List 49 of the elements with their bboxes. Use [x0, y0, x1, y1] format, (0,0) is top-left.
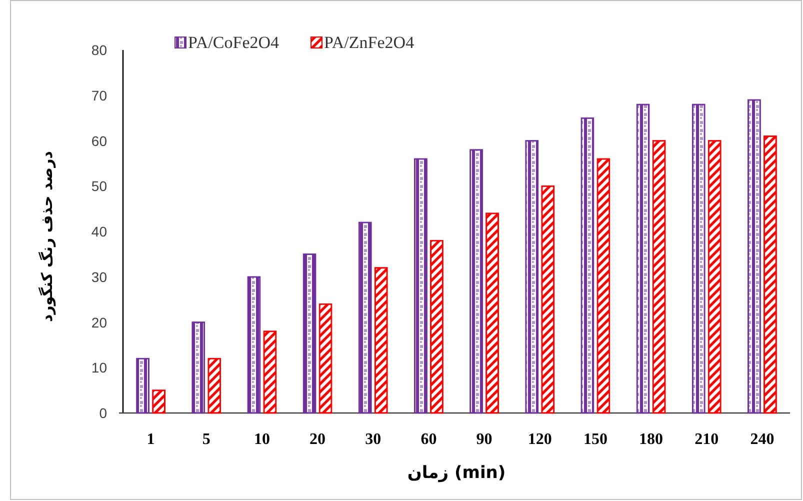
bar — [152, 390, 166, 414]
x-tick-label: 1 — [146, 431, 155, 448]
bar — [318, 303, 332, 414]
y-tick-label: 50 — [91, 178, 108, 194]
legend-label: PA/ZnFe2O4 — [324, 33, 415, 52]
x-tick-label: 150 — [583, 431, 608, 448]
x-tick-label: 10 — [254, 431, 270, 448]
y-tick-label: 70 — [91, 87, 108, 104]
x-axis-title: زمان (min) — [407, 463, 506, 483]
bar — [541, 185, 555, 414]
y-tick-label: 30 — [91, 268, 108, 285]
bar — [470, 149, 483, 414]
bar — [430, 240, 444, 414]
bar — [136, 358, 150, 414]
x-tick-label: 90 — [476, 431, 492, 448]
bar — [596, 158, 610, 414]
y-tick-label: 40 — [91, 224, 108, 240]
x-tick-label: 60 — [420, 431, 437, 448]
bar — [748, 99, 761, 414]
bar — [580, 117, 594, 414]
bar — [764, 136, 777, 414]
y-axis-title: درصد حذف رنگ کنگورد — [38, 150, 56, 322]
bar — [358, 222, 372, 414]
bar — [263, 330, 277, 414]
x-tick-label: 30 — [365, 431, 382, 448]
bar — [486, 212, 499, 414]
legend-label: PA/CoFe2O4 — [188, 33, 280, 52]
x-tick-label: 240 — [750, 431, 774, 448]
y-tick-label: 80 — [91, 42, 108, 58]
bar — [525, 140, 539, 414]
bar — [192, 322, 206, 414]
bar — [374, 267, 388, 414]
x-tick-label: 5 — [202, 431, 210, 448]
bar — [708, 140, 722, 414]
bar — [414, 158, 428, 414]
y-tick-label: 10 — [91, 360, 108, 376]
x-tick-label: 180 — [639, 431, 664, 448]
bar — [302, 253, 316, 414]
x-tick-label: 20 — [310, 431, 326, 448]
y-tick-label: 20 — [91, 314, 108, 330]
x-tick-label: 120 — [528, 431, 552, 448]
bar — [247, 276, 261, 414]
bar — [692, 104, 706, 414]
bar — [652, 140, 666, 414]
bar — [636, 104, 650, 414]
y-tick-label: 0 — [99, 405, 108, 421]
bar — [208, 358, 222, 414]
x-tick-label: 210 — [694, 431, 719, 448]
y-tick-label: 60 — [91, 132, 108, 149]
